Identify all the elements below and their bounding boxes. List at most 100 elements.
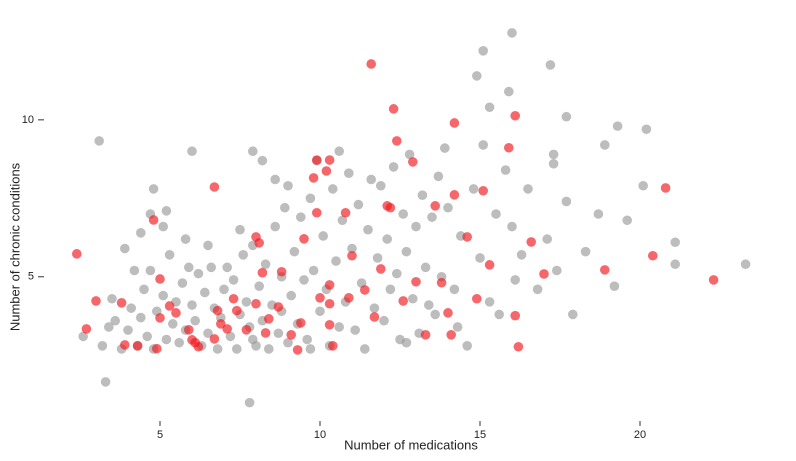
point [443,308,453,318]
point [507,28,517,38]
point [462,341,473,351]
point [363,224,373,235]
point [334,322,345,332]
point [408,157,418,167]
point [622,215,632,226]
point [392,268,402,279]
point [152,343,162,354]
point [417,190,428,200]
point [145,265,156,276]
point [136,312,146,323]
point [235,224,245,235]
point [260,259,271,270]
point [308,265,319,276]
point [510,310,520,321]
point [187,300,197,310]
point [648,250,658,261]
point [369,312,380,322]
point [609,281,620,291]
point [171,308,181,318]
point [708,275,719,285]
point [155,313,165,323]
point [116,298,127,308]
point [545,60,556,70]
point [360,285,370,295]
point [548,149,559,160]
point [472,71,482,81]
point [369,303,380,313]
point [129,265,140,276]
point [328,184,338,194]
point [251,298,261,309]
point [123,325,133,335]
point [494,309,505,320]
point [120,243,130,254]
point [401,337,412,348]
y-tick-label: 10 [22,114,34,126]
y-axis-label: Number of chronic conditions [7,162,22,331]
point [110,315,120,326]
point [232,305,242,316]
point [552,265,562,276]
point [612,121,623,131]
point [184,262,194,273]
point [241,325,252,335]
point [168,319,178,329]
point [219,284,229,295]
point [740,259,751,270]
point [472,293,482,304]
point [174,337,184,348]
point [222,262,232,273]
point [548,158,559,169]
point [392,136,402,146]
point [593,209,604,219]
point [532,284,543,295]
point [542,234,552,244]
point [641,124,652,135]
point [280,202,290,213]
point [296,318,306,328]
point [449,118,460,128]
point [270,221,281,232]
point [248,334,258,345]
point [244,397,255,408]
point [312,207,322,218]
point [408,293,418,304]
point [504,142,514,153]
point [360,344,370,354]
point [411,221,421,232]
point [347,250,357,261]
point [670,237,680,248]
point [260,328,271,338]
point [203,240,213,251]
point [97,341,108,351]
point [299,233,309,244]
point [321,166,332,176]
point [500,165,511,175]
point [286,290,297,301]
point [177,278,188,288]
point [600,140,610,150]
point [222,324,232,334]
point [324,155,335,165]
point [264,314,274,324]
point [385,202,396,213]
point [276,266,287,277]
point [372,253,383,263]
point [107,293,117,304]
point [212,305,223,316]
point [388,104,399,114]
point [452,322,463,332]
point [100,377,111,387]
point [398,209,409,219]
point [446,330,457,340]
point [228,275,239,285]
point [81,324,92,334]
point [568,309,578,320]
point [315,306,325,317]
point [299,275,309,285]
point [238,250,248,260]
point [161,206,172,216]
point [328,341,338,351]
point [404,149,415,160]
